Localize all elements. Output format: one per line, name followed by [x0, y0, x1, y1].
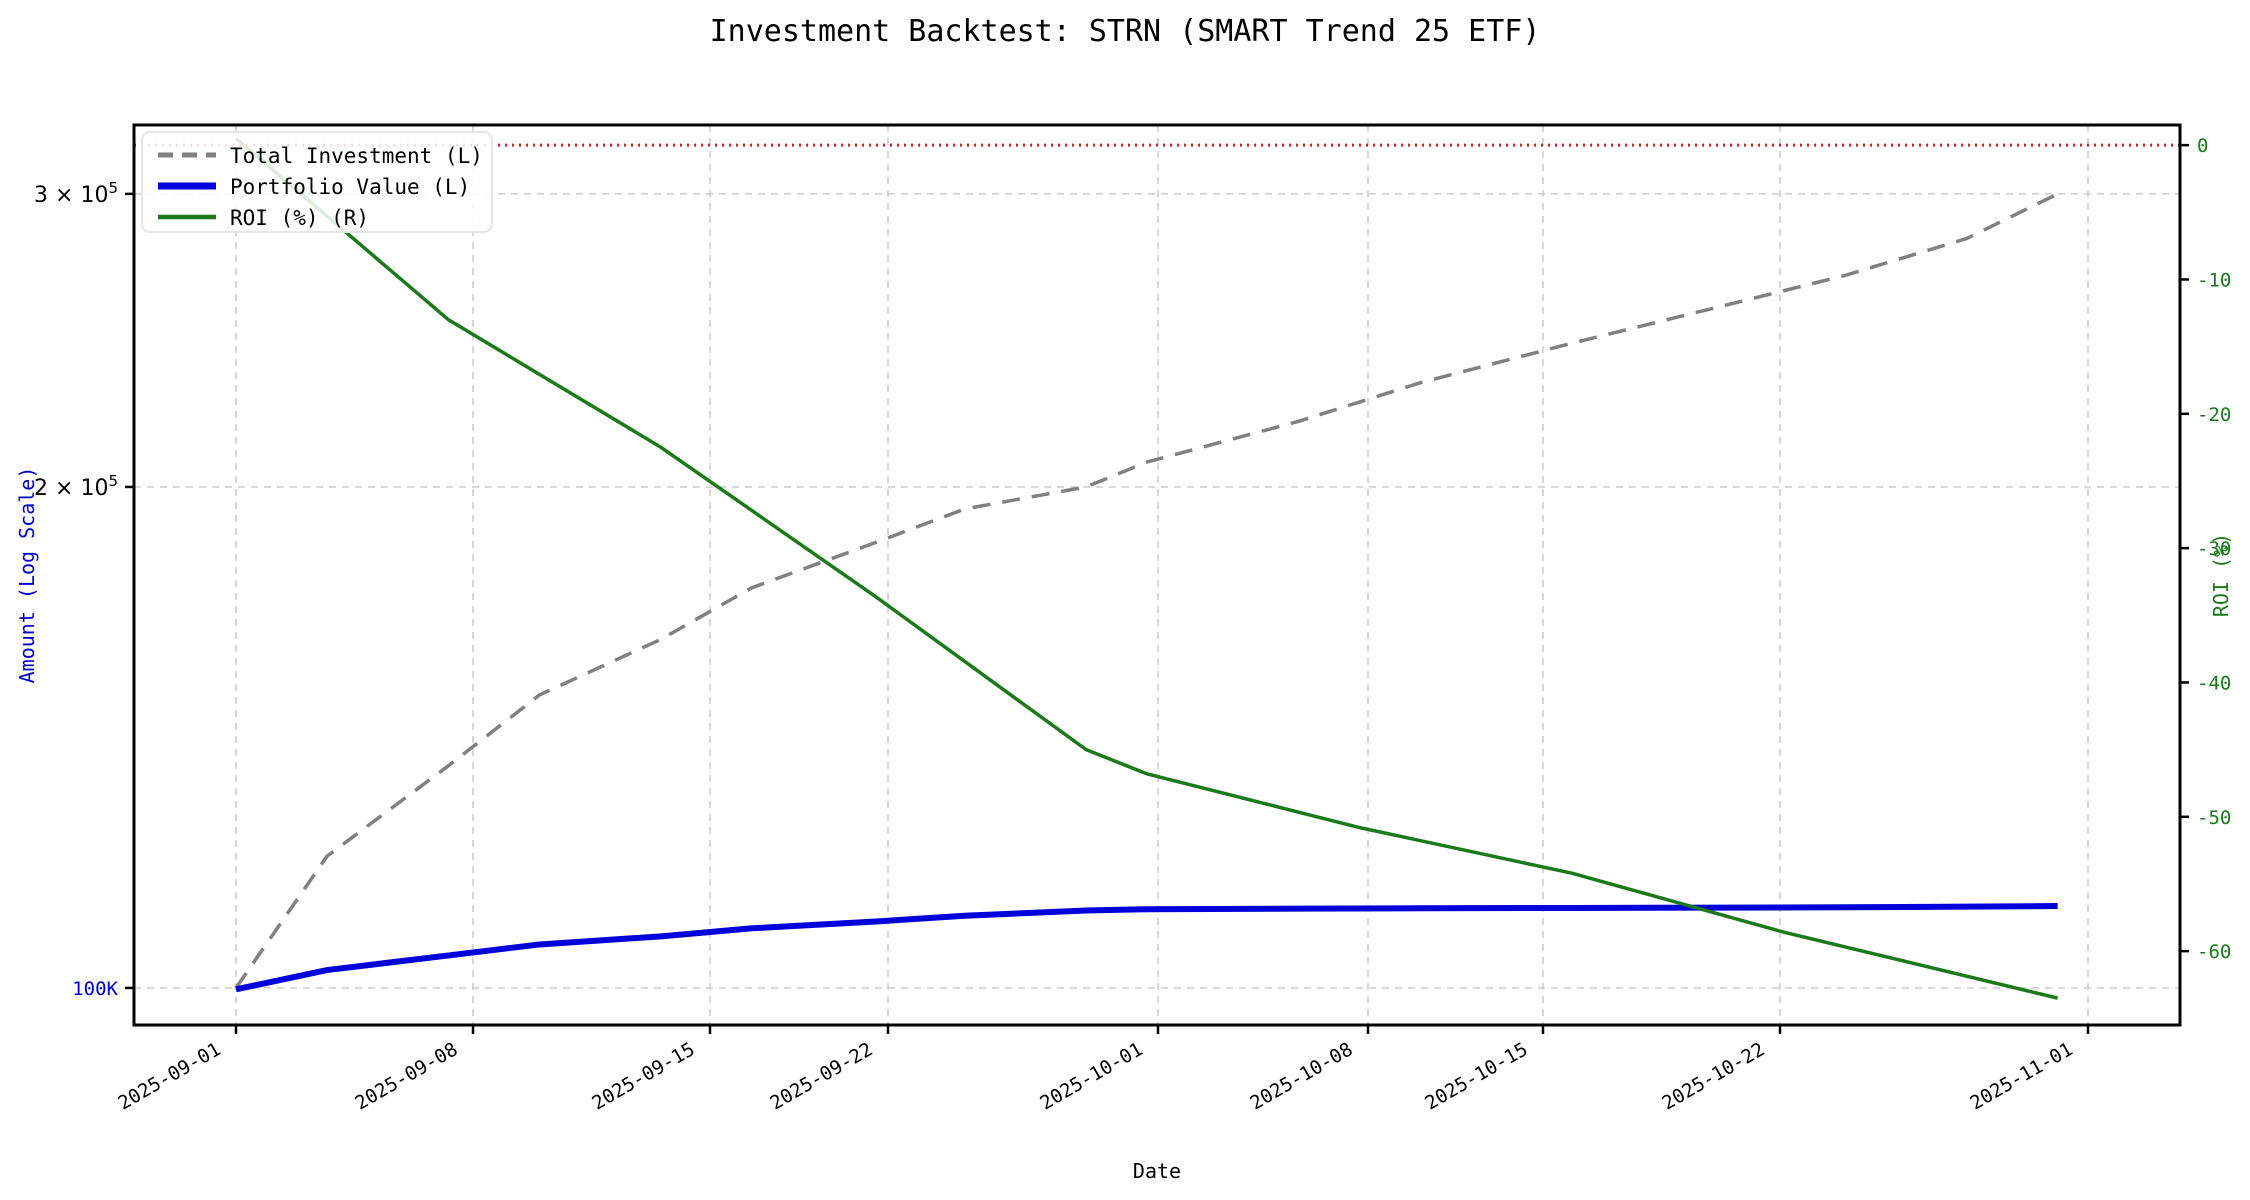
right-axis-title: ROI (%) — [2209, 533, 2233, 617]
data-series-group — [234, 137, 2059, 1000]
right-tick-label-2: -20 — [2197, 404, 2231, 426]
right-tick-label-0: 0 — [2197, 135, 2208, 157]
x-tick-label-5: 2025-10-08 — [1246, 1038, 1356, 1114]
x-tick-label-8: 2025-11-01 — [1966, 1038, 2076, 1114]
legend-label-1[interactable]: Portfolio Value (L) — [230, 175, 470, 199]
right-tick-label-3: -30 — [2197, 538, 2231, 560]
series-line-1 — [235, 903, 2058, 993]
x-tick-label-3: 2025-09-22 — [766, 1038, 876, 1114]
series-line-2 — [234, 137, 2059, 1000]
right-tick-label-6: -60 — [2197, 941, 2231, 963]
x-tick-label-7: 2025-10-22 — [1658, 1038, 1768, 1114]
left-tick-labels: 3 × 105 2 × 105 100K — [34, 179, 119, 1000]
x-gridlines — [235, 125, 2089, 1025]
left-axis-title: Amount (Log Scale) — [15, 467, 39, 684]
legend-box — [141, 131, 493, 233]
page-title: Investment Backtest: STRN (SMART Trend 2… — [709, 14, 1541, 49]
right-tick-label-1: -10 — [2197, 269, 2231, 291]
x-tick-labels: 2025-09-01 2025-09-08 2025-09-15 2025-09-22… — [114, 1038, 2076, 1114]
right-tick-label-4: -40 — [2197, 672, 2231, 694]
x-tick-label-2: 2025-09-15 — [588, 1038, 698, 1114]
x-tick-label-6: 2025-10-15 — [1421, 1038, 1531, 1114]
x-tick-label-4: 2025-10-01 — [1036, 1038, 1146, 1114]
x-tick-label-1: 2025-09-08 — [351, 1038, 461, 1114]
left-tick-label-2: 100K — [72, 978, 118, 1000]
left-tick-label-0: 3 × 105 — [34, 179, 118, 208]
legend-label-0[interactable]: Total Investment (L) — [230, 144, 483, 168]
left-tick-label-1: 2 × 105 — [34, 472, 118, 501]
right-tick-label-5: -50 — [2197, 807, 2231, 829]
plot-background — [134, 125, 2180, 1025]
x-axis-title: Date — [1133, 1159, 1181, 1183]
series-line-0 — [234, 192, 2059, 989]
chart-legend[interactable]: Total Investment (L) Portfolio Value (L) R… — [141, 131, 493, 233]
axis-ticks — [125, 143, 2189, 1034]
right-tick-labels: 0 -10 -20 -30 -40 -50 -60 — [2197, 135, 2231, 963]
legend-label-2[interactable]: ROI (%) (R) — [230, 206, 369, 230]
x-tick-label-0: 2025-09-01 — [114, 1038, 224, 1114]
